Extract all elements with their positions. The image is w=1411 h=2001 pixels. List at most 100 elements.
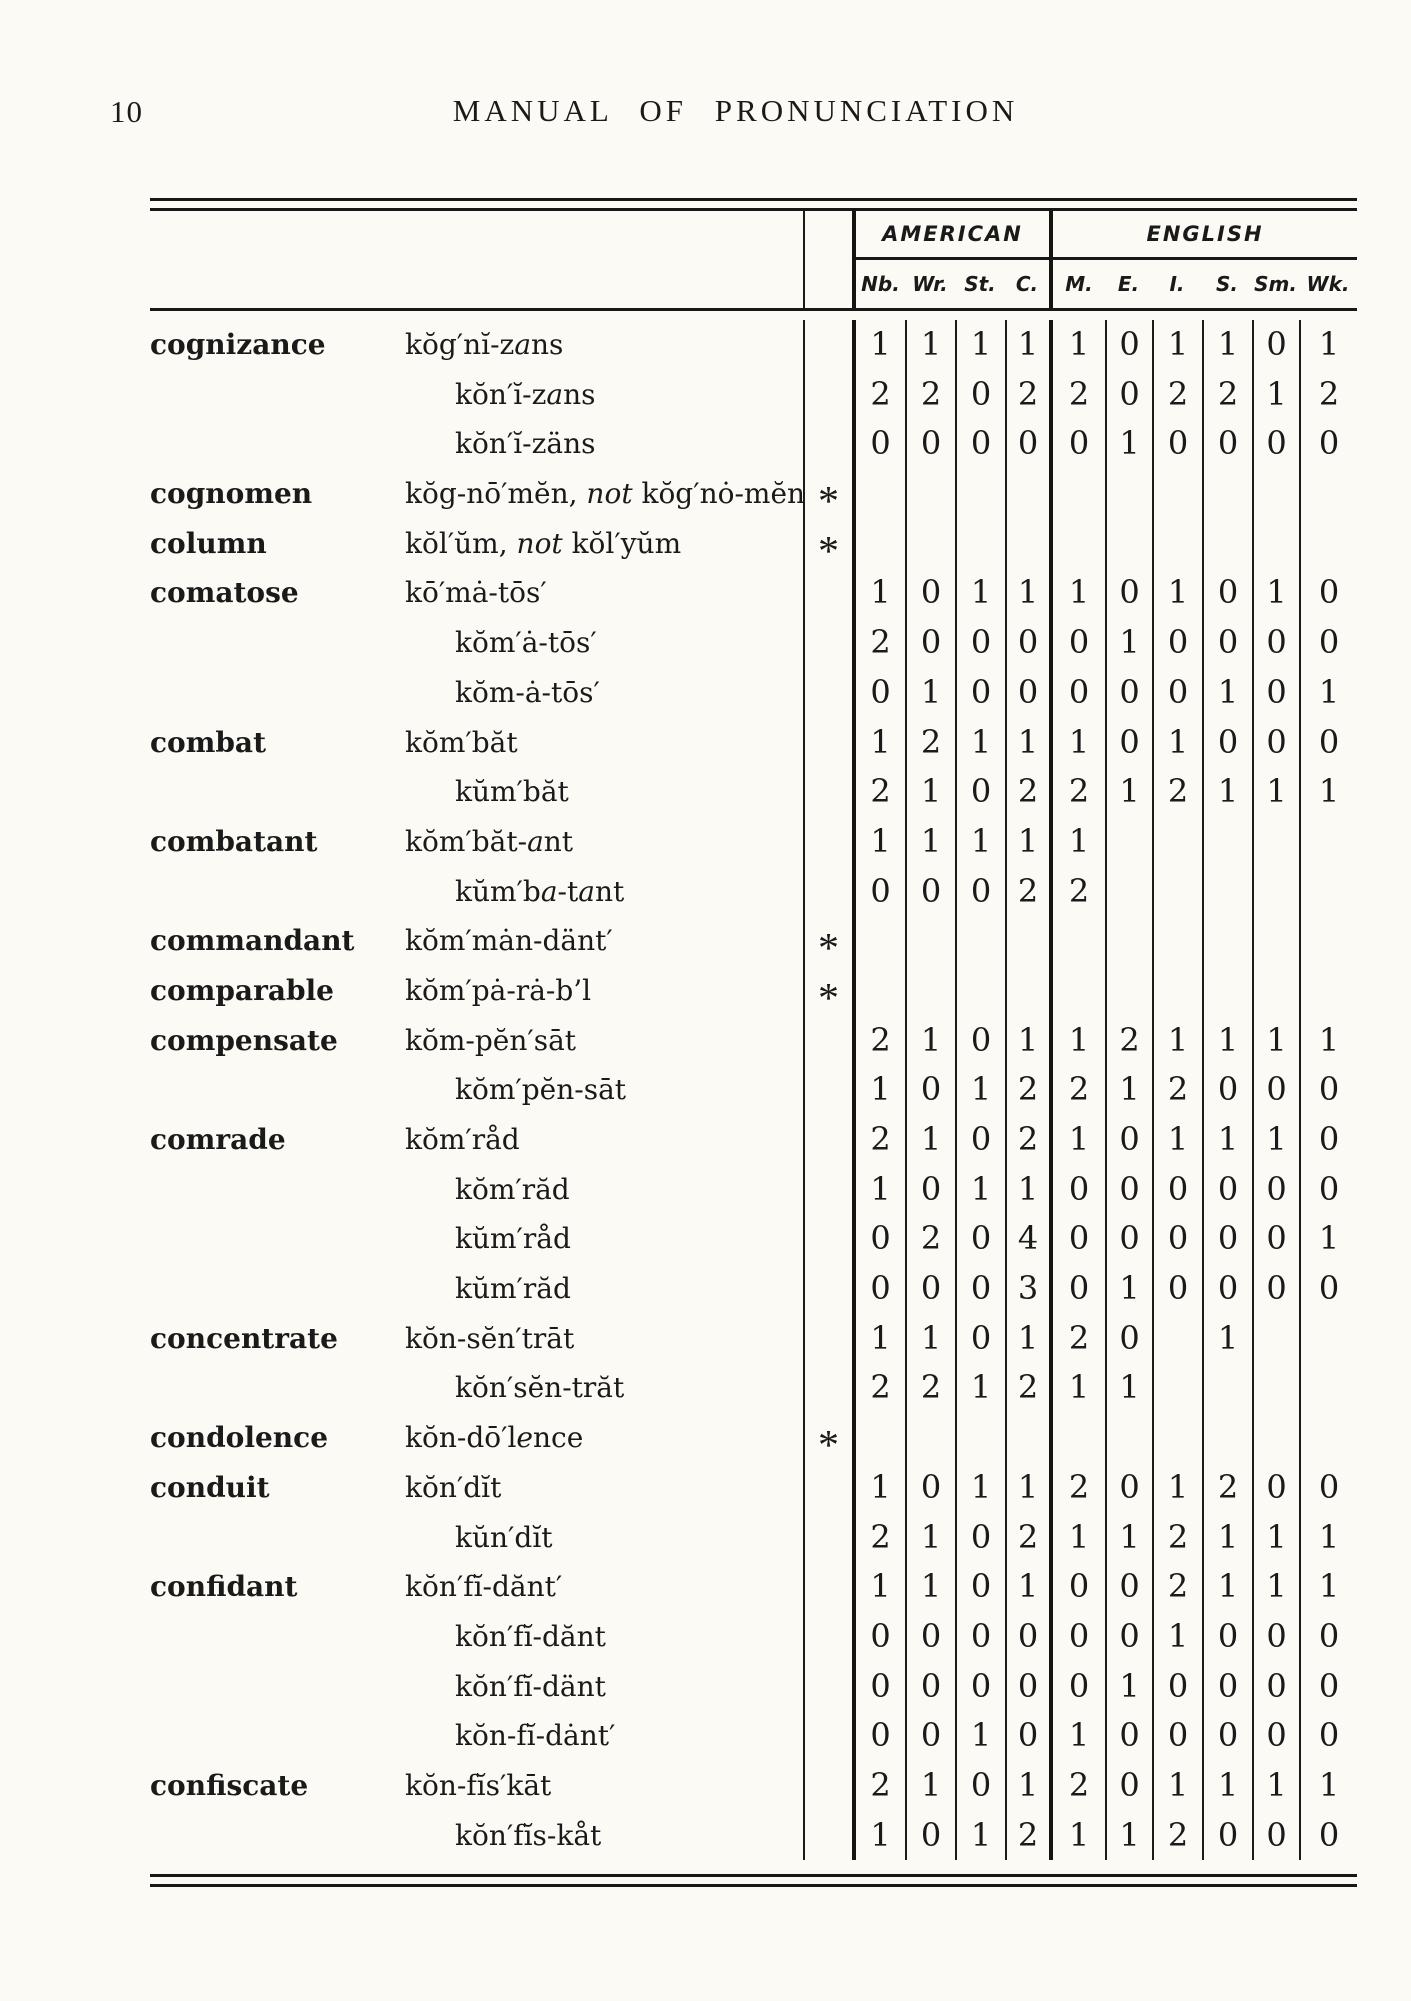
value-cell-sm: 0 bbox=[1252, 1264, 1299, 1314]
value-cell-m: 0 bbox=[1049, 1661, 1105, 1712]
value-cell-m bbox=[1049, 518, 1105, 569]
value-cell-wr: 0 bbox=[905, 1164, 955, 1215]
column-header-e: E. bbox=[1117, 272, 1140, 296]
value-cell-e bbox=[1105, 816, 1152, 867]
value-cell-wr: 2 bbox=[905, 369, 955, 420]
value-cell-i bbox=[1152, 1413, 1202, 1463]
asterisk-cell bbox=[803, 1363, 852, 1414]
table-row: column kŏl′ŭm, not kŏl′yŭm * bbox=[150, 518, 1357, 575]
asterisk-cell bbox=[803, 816, 852, 867]
value-cell-i: 0 bbox=[1152, 1711, 1202, 1761]
value-cell-st: 1 bbox=[955, 320, 1005, 370]
value-cell-e: 2 bbox=[1105, 1015, 1152, 1066]
entry-pronunciation: kŭm′ba-tant bbox=[455, 874, 625, 908]
entry-pronunciation: kŏg′nĭ-zans bbox=[405, 328, 564, 361]
value-cell-wr: 2 bbox=[905, 1363, 955, 1414]
value-cell-wk bbox=[1299, 916, 1357, 966]
value-cell-i: 1 bbox=[1152, 1115, 1202, 1165]
asterisk-column-header bbox=[803, 260, 852, 308]
value-cell-wr: 1 bbox=[905, 1512, 955, 1563]
value-cell-m: 0 bbox=[1049, 1214, 1105, 1265]
value-cell-wk: 0 bbox=[1299, 1711, 1357, 1761]
header-bottom-rule bbox=[150, 308, 1357, 311]
entry-word: comrade bbox=[150, 1123, 286, 1156]
value-cell-nb: 0 bbox=[852, 866, 905, 917]
value-cell-s: 0 bbox=[1202, 419, 1252, 470]
value-cell-e: 1 bbox=[1105, 1512, 1152, 1563]
value-cell-st: 0 bbox=[955, 1562, 1005, 1612]
entry-word bbox=[150, 1711, 405, 1761]
table-row: kŭn′dĭt 2 1 0 2 1 1 2 1 1 1 bbox=[150, 1512, 1357, 1563]
entry-pronunciation: kŏm′råd bbox=[405, 1123, 520, 1156]
entry-word: combatant bbox=[150, 824, 318, 858]
entry-pronunciation: kŏn′fĭs-kåt bbox=[455, 1818, 602, 1852]
value-cell-st: 0 bbox=[955, 419, 1005, 470]
value-cell-s: 0 bbox=[1202, 568, 1252, 619]
value-cell-m: 0 bbox=[1049, 1264, 1105, 1314]
entry-pronunciation: kŏl′ŭm, not kŏl′yŭm bbox=[405, 526, 682, 560]
value-cell-sm: 1 bbox=[1252, 767, 1299, 817]
value-cell-sm: 0 bbox=[1252, 1611, 1299, 1662]
value-cell-e: 0 bbox=[1105, 1313, 1152, 1364]
asterisk-cell bbox=[803, 1760, 852, 1811]
value-cell-sm: 0 bbox=[1252, 1711, 1299, 1761]
value-cell-i: 0 bbox=[1152, 667, 1202, 718]
value-cell-e: 1 bbox=[1105, 767, 1152, 817]
value-cell-nb: 0 bbox=[852, 1214, 905, 1265]
asterisk-cell: * bbox=[803, 965, 852, 1022]
value-cell-e: 1 bbox=[1105, 1363, 1152, 1414]
value-cell-s bbox=[1202, 469, 1252, 519]
entry-word: commandant bbox=[150, 924, 355, 958]
entry-word bbox=[150, 1612, 405, 1662]
asterisk-cell bbox=[803, 1611, 852, 1662]
entry-word: comparable bbox=[150, 973, 334, 1007]
value-cell-c bbox=[1005, 965, 1049, 1016]
value-cell-i: 0 bbox=[1152, 1661, 1202, 1712]
asterisk-mark: * bbox=[818, 528, 839, 575]
value-cell-i: 1 bbox=[1152, 1462, 1202, 1513]
value-cell-s bbox=[1202, 518, 1252, 569]
entry-word bbox=[150, 1165, 405, 1215]
entry-word: condolence bbox=[150, 1421, 329, 1455]
value-cell-m bbox=[1049, 1413, 1105, 1463]
value-cell-e: 0 bbox=[1105, 1214, 1152, 1265]
value-cell-st: 1 bbox=[955, 1363, 1005, 1414]
asterisk-mark: * bbox=[818, 926, 839, 973]
value-cell-sm: 0 bbox=[1252, 1214, 1299, 1265]
value-cell-nb: 2 bbox=[852, 1363, 905, 1414]
value-cell-sm: 1 bbox=[1252, 1760, 1299, 1811]
value-cell-nb: 0 bbox=[852, 1264, 905, 1314]
value-cell-c: 1 bbox=[1005, 1562, 1049, 1612]
value-cell-e: 0 bbox=[1105, 369, 1152, 420]
value-cell-s bbox=[1202, 916, 1252, 966]
entry-pronunciation: kŏn′fĭ-dänt bbox=[455, 1669, 606, 1703]
value-cell-sm bbox=[1252, 816, 1299, 867]
value-cell-i bbox=[1152, 866, 1202, 917]
value-cell-e: 1 bbox=[1105, 1661, 1152, 1712]
value-cell-sm: 1 bbox=[1252, 369, 1299, 420]
value-cell-st: 1 bbox=[955, 1065, 1005, 1115]
value-cell-wk bbox=[1299, 1363, 1357, 1414]
value-cell-wr bbox=[905, 1413, 955, 1463]
value-cell-m: 0 bbox=[1049, 1164, 1105, 1215]
asterisk-column-header bbox=[803, 211, 852, 260]
table-top-rule bbox=[150, 198, 1357, 211]
value-cell-wk bbox=[1299, 965, 1357, 1016]
column-header-m: M. bbox=[1049, 260, 1105, 308]
value-cell-c: 2 bbox=[1005, 1810, 1049, 1861]
value-cell-nb: 1 bbox=[852, 1462, 905, 1513]
value-cell-st: 0 bbox=[955, 866, 1005, 917]
value-cell-s: 1 bbox=[1202, 1015, 1252, 1066]
asterisk-cell: * bbox=[803, 518, 852, 575]
value-cell-s: 2 bbox=[1202, 1462, 1252, 1513]
value-cell-st: 0 bbox=[955, 667, 1005, 718]
asterisk-cell bbox=[803, 568, 852, 619]
entry-pronunciation: kŏn-fĭ-dȧnt′ bbox=[455, 1719, 616, 1753]
value-cell-wk: 0 bbox=[1299, 1264, 1357, 1314]
entry-pronunciation: kŏn-fĭs′kāt bbox=[405, 1768, 552, 1802]
entry-word bbox=[150, 767, 405, 817]
value-cell-nb: 0 bbox=[852, 1611, 905, 1662]
table-row: comatose kō′mȧ-tōs′ 1 0 1 1 1 0 1 0 1 0 bbox=[150, 568, 1357, 619]
value-cell-st: 0 bbox=[955, 369, 1005, 420]
pronunciation-table: AMERICAN ENGLISH Nb. Wr. St. C. M. E. I.… bbox=[150, 198, 1357, 1888]
